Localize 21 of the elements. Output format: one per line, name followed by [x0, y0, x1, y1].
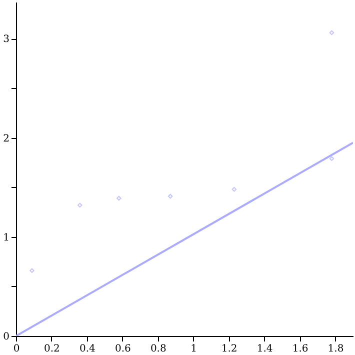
point	[329, 156, 334, 161]
x-tick-label: 0.4	[79, 344, 96, 354]
point	[116, 196, 122, 201]
y-tick-label: 2	[3, 133, 10, 144]
x-tick-label: 1.2	[221, 344, 238, 354]
x-tick-label: 1	[190, 344, 198, 354]
x-tick-label: 1.8	[328, 344, 344, 354]
point	[30, 268, 34, 273]
x-tick-label: 0	[13, 344, 20, 354]
x-tick-label: 1.6	[292, 344, 308, 354]
y-tick-label: 0	[3, 332, 10, 342]
y-tick-label: 3	[3, 34, 10, 46]
point	[232, 186, 237, 192]
x-tick-label: 0.6	[114, 344, 131, 354]
point	[77, 202, 82, 208]
x-tick-label: 1.4	[256, 344, 273, 354]
x-tick-label: 0.8	[150, 344, 166, 354]
y-tick-label: 1	[3, 232, 10, 244]
point	[329, 30, 334, 36]
point	[168, 194, 173, 199]
x-tick-label: 0.2	[44, 344, 60, 354]
